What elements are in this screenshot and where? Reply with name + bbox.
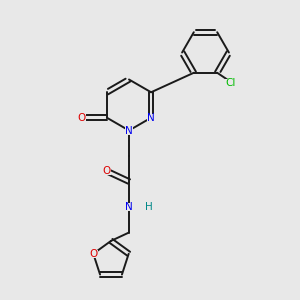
Text: O: O	[77, 113, 86, 123]
FancyBboxPatch shape	[125, 203, 133, 211]
Text: O: O	[102, 166, 111, 176]
FancyBboxPatch shape	[102, 167, 111, 175]
Text: O: O	[89, 249, 98, 259]
FancyBboxPatch shape	[89, 250, 98, 258]
FancyBboxPatch shape	[125, 126, 133, 135]
Text: N: N	[125, 202, 133, 212]
Text: N: N	[125, 125, 133, 136]
Text: N: N	[147, 113, 155, 123]
FancyBboxPatch shape	[144, 203, 153, 211]
Text: Cl: Cl	[226, 78, 236, 88]
Text: H: H	[145, 202, 152, 212]
FancyBboxPatch shape	[77, 113, 86, 122]
FancyBboxPatch shape	[147, 113, 155, 122]
FancyBboxPatch shape	[224, 79, 237, 88]
